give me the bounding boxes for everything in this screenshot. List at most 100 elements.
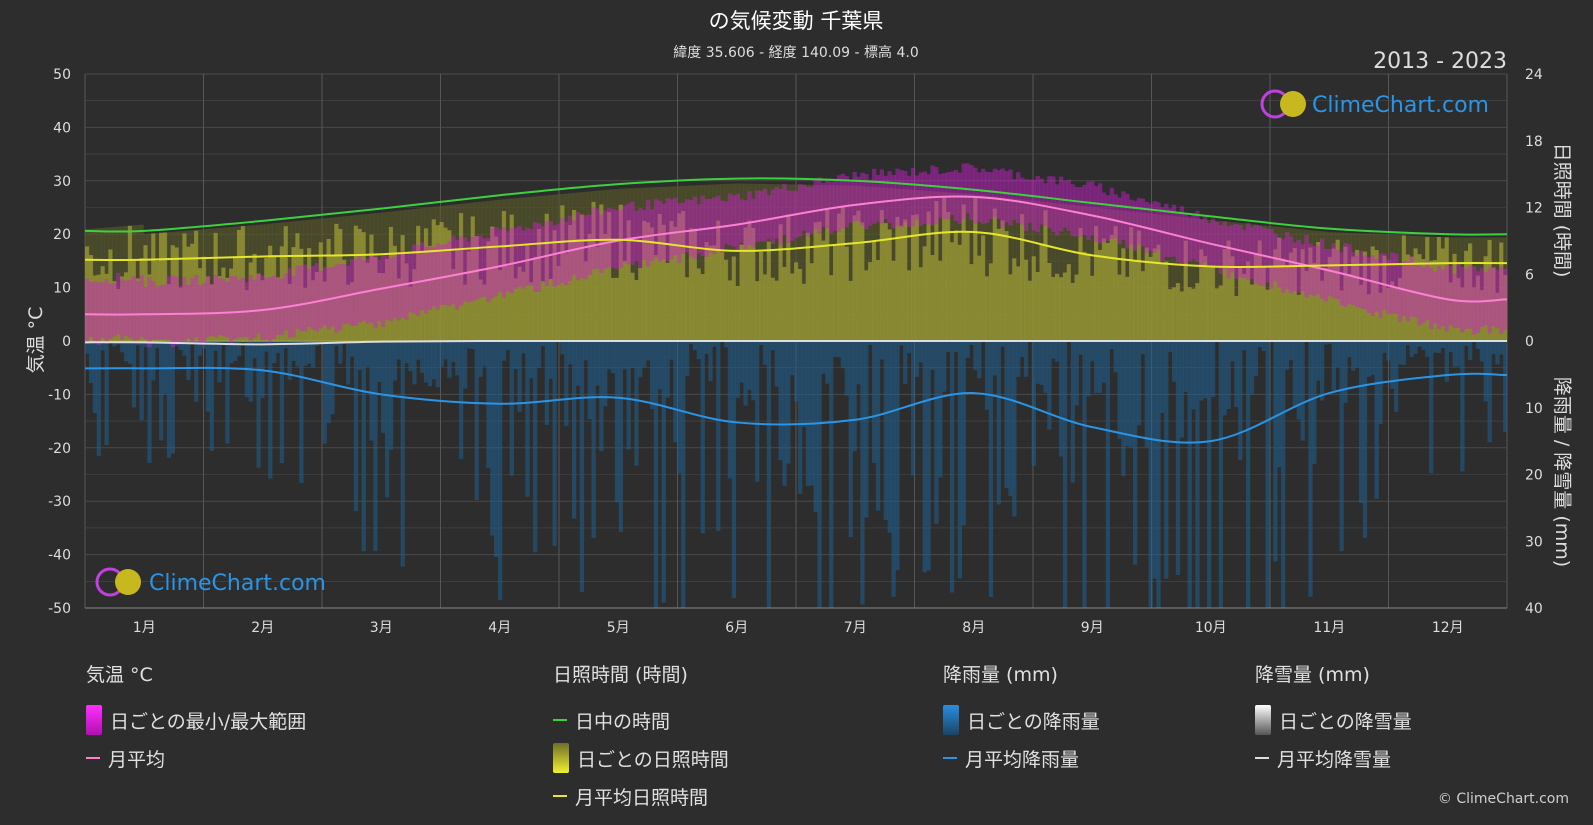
sunshine-bar: [739, 244, 744, 341]
sunshine-bar: [505, 266, 511, 341]
rain-bar: [1171, 341, 1177, 382]
sunshine-bar: [844, 246, 849, 341]
sunshine-bar: [833, 245, 838, 341]
sunshine-bar: [147, 274, 152, 341]
rain-bar: [1308, 341, 1313, 597]
temp-range-bar: [373, 253, 378, 329]
rain-bar: [626, 341, 631, 450]
sunshine-bar: [525, 244, 530, 341]
temp-range-bar: [809, 186, 814, 234]
sunshine-bar: [1000, 220, 1005, 341]
sunshine-bar: [665, 262, 670, 341]
temp-range-bar: [825, 180, 830, 229]
sunshine-bar: [1195, 283, 1200, 341]
sunshine-bar: [1113, 226, 1118, 341]
rain-bar: [583, 341, 588, 361]
sunshine-bar: [135, 278, 140, 341]
legend-item: 日ごとの降雪量: [1255, 701, 1412, 739]
temp-range-bar: [552, 225, 557, 287]
sunshine-bar: [416, 225, 421, 341]
temp-range-bar: [1339, 252, 1344, 306]
temp-range-bar: [497, 229, 503, 292]
temp-range-bar: [1008, 169, 1013, 226]
sunshine-bar: [1043, 210, 1048, 341]
temp-range-bar: [1164, 203, 1169, 258]
sunshine-bar: [264, 257, 269, 341]
temp-range-swatch: [86, 705, 102, 735]
sunshine-bar: [914, 214, 920, 341]
temp-range-bar: [1456, 263, 1461, 329]
sunshine-bar: [1210, 265, 1216, 341]
temp-avg-swatch: [86, 757, 100, 759]
sunshine-bar: [474, 236, 479, 341]
temp-range-bar: [225, 281, 230, 338]
rain-bar: [665, 341, 670, 398]
rain-bar: [369, 341, 374, 441]
legend-snow: 降雪量 (mm) 日ごとの降雪量 月平均降雪量: [1255, 660, 1412, 777]
year-range: 2013 - 2023: [1373, 49, 1507, 74]
temp-range-bar: [642, 209, 647, 260]
rain-bar: [1382, 341, 1387, 353]
sunshine-bar: [1269, 267, 1274, 341]
temp-range-bar: [174, 276, 179, 345]
rain-bar: [891, 341, 896, 597]
temp-range-bar: [751, 198, 756, 248]
sunshine-bar: [361, 232, 366, 341]
temp-range-bar: [871, 168, 877, 224]
temp-range-bar: [88, 281, 94, 337]
sunshine-bar: [1152, 248, 1157, 341]
daylight-bar: [829, 185, 834, 341]
sunshine-bar: [934, 201, 939, 341]
sunshine-bar: [988, 263, 994, 341]
rain-bar: [252, 341, 257, 359]
legend-item: 日ごとの日照時間: [553, 739, 729, 777]
temp-range-bar: [205, 276, 211, 338]
rain-bar: [1261, 341, 1266, 352]
temp-range-bar: [1210, 218, 1216, 267]
rain-bar: [377, 341, 382, 382]
sunshine-bar: [322, 281, 327, 341]
sunshine-bar: [1503, 275, 1508, 341]
rain-bar: [949, 341, 955, 593]
temp-range-bar: [1156, 202, 1161, 251]
rain-bar: [396, 341, 401, 360]
rain-bar: [1094, 341, 1099, 393]
temp-range-bar: [1016, 172, 1021, 224]
rain-bar: [96, 341, 101, 456]
temp-range-bar: [108, 283, 113, 339]
right-top-tick-label: 18: [1525, 134, 1543, 150]
rain-bar: [1495, 341, 1500, 365]
rain-bar: [291, 341, 296, 361]
rain-bar: [883, 341, 888, 520]
sunshine-bar: [96, 274, 101, 341]
rain-bar: [887, 341, 892, 533]
sunshine-bar: [100, 266, 105, 341]
sunshine-bar: [1020, 214, 1025, 341]
rain-bar: [1191, 341, 1196, 410]
rain-bar: [1000, 341, 1005, 347]
rain-bar: [1187, 341, 1192, 608]
temp-range-bar: [112, 283, 117, 337]
sunshine-bar: [595, 246, 600, 341]
rain-bar: [197, 341, 203, 356]
rain-bar: [1035, 341, 1040, 384]
sunshine-bar: [1016, 266, 1021, 341]
temp-range-bar: [470, 236, 475, 302]
rain-bar: [1183, 341, 1188, 392]
sunshine-bar: [638, 267, 643, 341]
temp-range-bar: [353, 258, 359, 326]
temp-range-bar: [194, 274, 199, 338]
temp-range-bar: [1012, 179, 1017, 221]
sunshine-bar: [723, 259, 729, 341]
rain-bar: [599, 341, 604, 452]
rain-bar: [1483, 341, 1488, 402]
sunshine-bar: [431, 219, 437, 341]
rain-bar: [1397, 341, 1403, 365]
temp-range-bar: [135, 281, 140, 341]
legend-label: 日中の時間: [575, 710, 671, 733]
rain-bar: [100, 341, 105, 351]
sunshine-bar: [1425, 237, 1430, 341]
rain-bar: [353, 341, 359, 512]
sunshine-bar: [1304, 270, 1309, 341]
temp-range-bar: [396, 253, 401, 321]
